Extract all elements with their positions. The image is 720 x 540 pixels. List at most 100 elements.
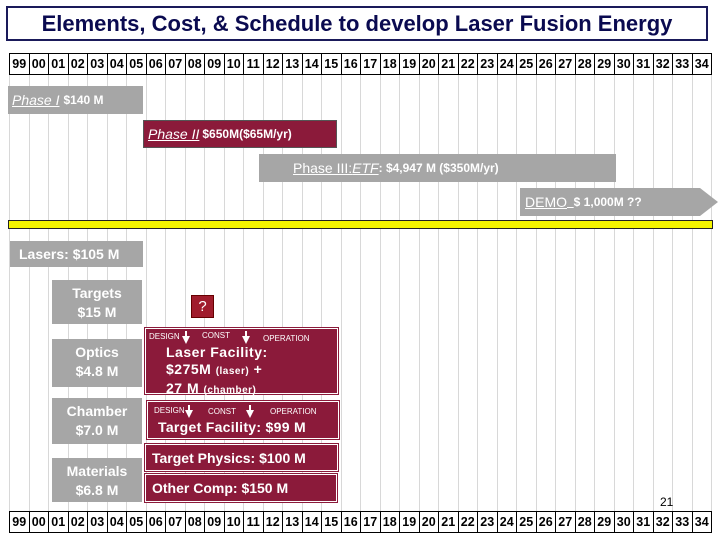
materials-cost: $6.8 M <box>75 482 119 498</box>
laser-design-arrow-icon <box>182 336 190 344</box>
grid-column <box>186 75 205 511</box>
laser-facility-box: DESIGN CONST OPERATION Laser Facility: $… <box>144 327 339 396</box>
bottom-year-17: 17 <box>361 512 381 532</box>
phase-3-etf: ETF <box>352 160 379 176</box>
top-year-13: 13 <box>283 54 303 74</box>
bottom-year-32: 32 <box>654 512 673 532</box>
grid-column <box>654 75 673 511</box>
laser-const-label: CONST <box>202 331 230 340</box>
phase-1-cost: $140 M <box>63 93 104 107</box>
grid-column <box>361 75 381 511</box>
phase-2-cost: $650M($65M/yr) <box>202 127 292 141</box>
materials-label: Materials <box>66 463 128 479</box>
laser-facility-line3: 27 M <box>166 380 200 396</box>
bottom-year-29: 29 <box>595 512 615 532</box>
bottom-year-24: 24 <box>498 512 517 532</box>
top-year-34: 34 <box>694 57 709 71</box>
top-year-18: 18 <box>381 54 400 74</box>
phase-3-name: Phase III: <box>293 160 353 176</box>
grid-column <box>498 75 517 511</box>
grid-column <box>205 75 225 511</box>
grid-column <box>244 75 264 511</box>
grid-column <box>537 75 556 511</box>
laser-operation-label: OPERATION <box>263 334 310 343</box>
top-year-08: 08 <box>186 54 205 74</box>
top-year-25: 25 <box>517 54 537 74</box>
grid-column <box>166 75 186 511</box>
top-year-32: 32 <box>654 54 673 74</box>
chamber-cost: $7.0 M <box>75 422 119 438</box>
grid-column <box>439 75 459 511</box>
bottom-year-16: 16 <box>342 512 361 532</box>
grid-column <box>9 75 30 511</box>
grid-column <box>342 75 361 511</box>
bottom-year-31: 31 <box>634 512 654 532</box>
target-facility-label: Target Facility: $99 M <box>158 419 306 435</box>
top-year-06: 06 <box>147 54 166 74</box>
grid-column <box>595 75 615 511</box>
bottom-year-11: 11 <box>244 512 264 532</box>
laser-facility-line3-small: (chamber) <box>203 385 257 396</box>
grid-column <box>556 75 576 511</box>
bottom-year-02: 02 <box>69 512 88 532</box>
top-year-19: 19 <box>400 54 420 74</box>
year-axis-bottom: 99 00 01 02 03 04 05 06 07 08 09 10 11 12 13 14 15 16 17 18… <box>9 511 712 533</box>
top-year-26: 26 <box>537 54 556 74</box>
top-year-30: 30 <box>615 54 634 74</box>
top-year-24: 24 <box>498 54 517 74</box>
target-design-label: DESIGN <box>154 406 185 415</box>
bottom-year-14: 14 <box>303 512 322 532</box>
top-year-07: 07 <box>166 54 186 74</box>
target-physics-box: Target Physics: $100 M <box>144 443 339 472</box>
top-year-03: 03 <box>88 54 108 74</box>
grid-column <box>517 75 537 511</box>
top-year-17: 17 <box>361 54 381 74</box>
bottom-year-25: 25 <box>517 512 537 532</box>
bottom-year-21: 21 <box>439 512 459 532</box>
target-facility-box: DESIGN CONST OPERATION Target Facility: … <box>146 400 340 440</box>
bottom-year-08: 08 <box>186 512 205 532</box>
demo-bar: DEMO $ 1,000M ?? <box>520 188 700 216</box>
bottom-year-12: 12 <box>264 512 283 532</box>
grid-column <box>381 75 400 511</box>
other-comp-box: Other Comp: $150 M <box>144 473 338 503</box>
top-year-01: 01 <box>49 54 69 74</box>
bottom-year-05: 05 <box>127 512 147 532</box>
target-const-arrow-icon <box>246 410 254 418</box>
top-year-04: 04 <box>108 54 127 74</box>
bottom-year-10: 10 <box>225 512 244 532</box>
laser-facility-line1: Laser Facility: <box>166 344 268 360</box>
grid-column <box>283 75 303 511</box>
phase-2-name: Phase II <box>148 126 200 142</box>
phase-3-cost: : $4,947 M ($350M/yr) <box>378 161 499 175</box>
top-year-15: 15 <box>322 54 342 74</box>
grid-column <box>127 75 147 511</box>
bottom-year-34: 34 <box>694 515 709 529</box>
bottom-year-04: 04 <box>108 512 127 532</box>
chamber-label: Chamber <box>66 403 128 419</box>
top-year-20: 20 <box>420 54 439 74</box>
top-year-05: 05 <box>127 54 147 74</box>
optics-label: Optics <box>75 344 119 360</box>
bottom-year-07: 07 <box>166 512 186 532</box>
grid-column <box>303 75 322 511</box>
grid-column <box>264 75 283 511</box>
top-year-31: 31 <box>634 54 654 74</box>
grid-column <box>30 75 49 511</box>
bottom-year-19: 19 <box>400 512 420 532</box>
grid-column <box>420 75 439 511</box>
laser-facility-line2: $275M <box>166 361 212 377</box>
laser-const-arrow-icon <box>242 336 250 344</box>
phase-1-bar: Phase I $140 M <box>8 86 143 114</box>
page-title: Elements, Cost, & Schedule to develop La… <box>6 6 708 41</box>
demo-arrow-icon <box>700 188 718 216</box>
top-year-12: 12 <box>264 54 283 74</box>
phase-1-name: Phase I <box>12 92 60 108</box>
grid-column <box>693 75 712 511</box>
top-year-00: 00 <box>30 54 49 74</box>
top-year-28: 28 <box>576 54 595 74</box>
laser-facility-line2-tail: + <box>253 361 263 377</box>
top-year-27: 27 <box>556 54 576 74</box>
bottom-year-01: 01 <box>49 512 69 532</box>
optics-cost: $4.8 M <box>75 363 119 379</box>
